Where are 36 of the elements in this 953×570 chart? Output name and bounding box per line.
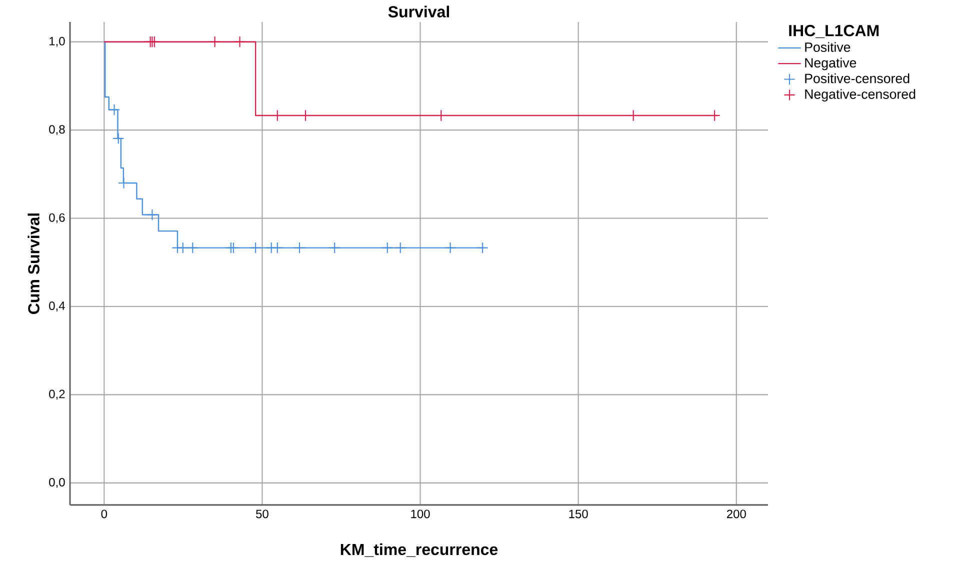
point <box>476 242 488 254</box>
point <box>234 36 246 48</box>
point <box>186 242 199 254</box>
point <box>250 242 262 254</box>
point <box>228 242 240 254</box>
legend-label: Negative-censored <box>805 89 916 102</box>
y-tick-label: 0,8 <box>49 125 65 136</box>
x-tick-label: 150 <box>569 510 588 518</box>
legend-label: Positive <box>805 42 850 52</box>
point <box>328 242 340 254</box>
x-tick-label: 50 <box>256 510 268 518</box>
point <box>112 132 124 144</box>
y-tick-label: 0,0 <box>49 478 65 488</box>
point <box>444 242 456 254</box>
y-tick-label: 0,2 <box>49 390 65 400</box>
point <box>382 242 394 254</box>
point <box>208 36 221 48</box>
point <box>176 242 189 254</box>
y-tick-label: 0,4 <box>49 302 65 312</box>
point <box>148 36 160 48</box>
point <box>394 242 406 254</box>
point <box>272 242 284 254</box>
legend-title: IHC_L1CAM <box>789 24 879 38</box>
point <box>146 208 158 221</box>
x-tick-label: 100 <box>411 510 430 518</box>
point <box>108 104 120 116</box>
chart-title: Survival <box>388 6 449 18</box>
y-tick-label: 0,6 <box>49 213 65 224</box>
legend-label: Positive-censored <box>805 73 910 84</box>
x-tick-label: 0 <box>101 510 108 518</box>
y-axis-title: Cum Survival <box>28 214 40 314</box>
x-axis-title: KM_time_recurrence <box>340 543 498 557</box>
x-tick-label: 200 <box>726 510 746 518</box>
y-tick-label: 1,0 <box>50 36 65 47</box>
point <box>294 242 306 254</box>
legend-label: Negative <box>805 58 856 70</box>
